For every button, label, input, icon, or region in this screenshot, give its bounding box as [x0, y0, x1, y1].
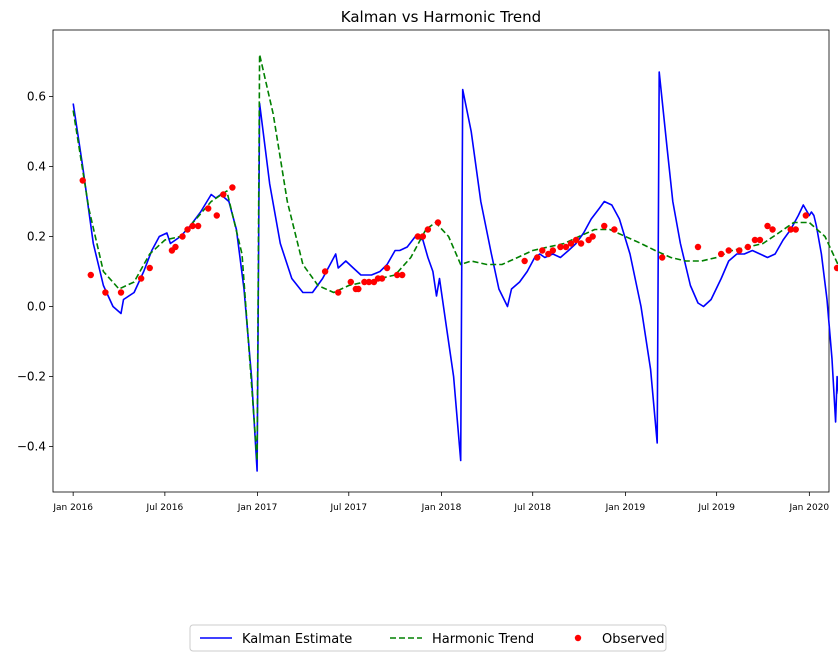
observed-point [205, 205, 212, 212]
series-layer [72, 53, 838, 472]
y-tick-label: −0.4 [17, 440, 46, 454]
observed-point [419, 233, 427, 240]
legend-box [189, 624, 667, 652]
x-tick-label: Jul 2016 [146, 503, 184, 513]
observed-point [577, 240, 585, 247]
observed-point [229, 184, 236, 191]
y-tick-label: 0.6 [27, 90, 46, 104]
observed-point [424, 226, 432, 233]
x-tick-label: Jan 2020 [789, 503, 830, 513]
observed-point [833, 264, 838, 272]
observed-point [694, 243, 702, 251]
observed-point [361, 278, 368, 286]
observed-point [365, 278, 373, 286]
observed-point [213, 212, 220, 219]
observed-point [220, 191, 227, 198]
observed-point [179, 233, 186, 240]
observed-point [787, 226, 794, 233]
observed-point [725, 247, 732, 254]
observed-point [189, 222, 196, 230]
legend-label: Observed [602, 632, 665, 647]
observed-point [751, 236, 759, 244]
y-tick-label: 0.4 [27, 160, 46, 174]
legend-label: Kalman Estimate [242, 632, 352, 647]
observed-point [399, 271, 406, 279]
legend-label: Harmonic Trend [432, 632, 534, 647]
observed-point [393, 271, 401, 279]
chart-title: Kalman vs Harmonic Trend [341, 8, 541, 26]
observed-point [717, 250, 725, 258]
x-tick-label: Jan 2019 [605, 503, 646, 513]
observed-point [102, 289, 109, 296]
observed-point [117, 289, 125, 296]
x-tick-label: Jan 2017 [237, 503, 278, 513]
observed-point [744, 243, 752, 251]
y-tick-label: −0.2 [17, 370, 46, 384]
observed-point [534, 254, 541, 261]
observed-point [557, 243, 564, 251]
observed-point [567, 240, 575, 247]
observed-point [414, 233, 422, 240]
observed-point [194, 222, 202, 230]
observed-point [137, 275, 145, 282]
observed-point [172, 243, 179, 251]
observed-point [434, 219, 442, 226]
observed-point [146, 264, 153, 272]
plot-area [52, 29, 830, 493]
x-tick-label: Jul 2017 [329, 503, 367, 513]
observed-point [87, 271, 94, 279]
x-tick-label: Jul 2018 [513, 503, 551, 513]
observed-point [764, 222, 771, 230]
y-tick-label: 0.0 [27, 300, 46, 314]
observed-point [611, 226, 618, 233]
y-axis: −0.4 −0.2 0.0 0.2 0.4 0.6 [17, 90, 53, 454]
y-tick-label: 0.2 [27, 230, 46, 244]
x-axis: Jan 2016 Jul 2016 Jan 2017 Jul 2017 Jan 2018… [52, 492, 829, 513]
observed-point [383, 264, 391, 272]
observed-point [562, 243, 570, 251]
observed-point [756, 236, 764, 244]
observed-point [589, 233, 596, 240]
observed-point [539, 247, 546, 254]
observed-point [79, 177, 86, 184]
observed-point [549, 247, 557, 254]
observed-point [321, 268, 329, 275]
x-tick-label: Jul 2019 [697, 503, 735, 513]
observed-point [769, 226, 776, 233]
legend-swatch-observed [574, 634, 582, 642]
observed-point [792, 226, 799, 233]
observed-point [335, 289, 342, 296]
observed-point [572, 236, 580, 244]
observed-point [736, 247, 743, 254]
observed-point [347, 278, 355, 286]
observed-point [521, 257, 528, 265]
observed-point [802, 212, 810, 219]
observed-point [601, 222, 608, 230]
observed-point [659, 254, 666, 261]
x-tick-label: Jan 2016 [52, 503, 93, 513]
observed-point [545, 250, 552, 258]
legend: Kalman Estimate Harmonic Trend Observed [189, 624, 667, 652]
observed-point [184, 226, 191, 233]
observed-point [378, 275, 386, 282]
observed-point [355, 285, 362, 293]
x-tick-label: Jan 2018 [421, 503, 462, 513]
